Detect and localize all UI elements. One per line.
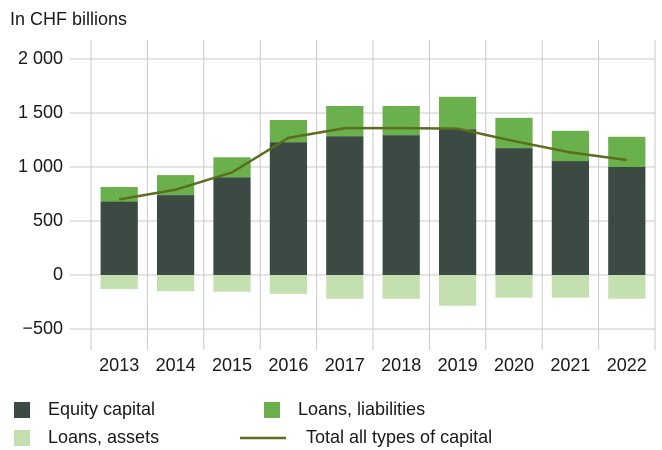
bar-segment	[551, 161, 590, 275]
bar-segment	[213, 157, 251, 178]
legend-swatch	[264, 402, 280, 418]
bar-segment	[551, 130, 590, 162]
bar-segment	[608, 275, 646, 299]
y-tick-label: 1 000	[18, 156, 63, 176]
bar-segment	[382, 135, 420, 275]
bar-segment	[156, 275, 195, 292]
legend-swatch	[14, 430, 30, 446]
line-series	[118, 126, 627, 201]
bar-segment	[213, 275, 251, 292]
x-tick-label: 2013	[99, 355, 139, 375]
legend-label: Total all types of capital	[306, 427, 492, 447]
y-tick-label: 2 000	[18, 48, 63, 68]
bar-segment	[438, 129, 477, 275]
bar-segment	[213, 177, 251, 275]
legend-label: Loans, liabilities	[298, 399, 425, 419]
bar-segment	[326, 105, 364, 137]
bar-segment	[269, 142, 308, 275]
x-tick-label: 2021	[550, 355, 590, 375]
x-tick-label: 2015	[212, 355, 252, 375]
y-tick-label: −500	[22, 318, 63, 338]
legend-swatch	[14, 402, 30, 418]
bar-segment	[269, 275, 308, 294]
bar-segment	[495, 148, 533, 275]
bar-segment	[382, 275, 420, 299]
x-tick-label: 2016	[268, 355, 308, 375]
x-tick-label: 2020	[494, 355, 534, 375]
y-tick-label: 500	[33, 210, 63, 230]
bar-segment	[608, 136, 646, 167]
x-tick-label: 2019	[438, 355, 478, 375]
bar-segment	[438, 96, 477, 130]
x-tick-label: 2018	[381, 355, 421, 375]
y-tick-label: 1 500	[18, 102, 63, 122]
bar-segment	[608, 167, 646, 275]
legend-label: Loans, assets	[48, 427, 159, 447]
bar-segment	[438, 275, 477, 306]
bar-segment	[551, 275, 590, 298]
x-tick-label: 2022	[607, 355, 647, 375]
x-tick-label: 2014	[156, 355, 196, 375]
bar-segment	[382, 105, 420, 136]
bar-segment	[100, 275, 138, 290]
x-tick-label: 2017	[325, 355, 365, 375]
y-tick-label: 0	[53, 264, 63, 284]
bar-segment	[495, 275, 533, 298]
bar-segment	[100, 201, 138, 275]
bar-segment	[156, 195, 195, 275]
bar-segment	[326, 275, 364, 299]
y-axis-label: In CHF billions	[10, 9, 127, 29]
bar-segment	[326, 136, 364, 275]
legend-label: Equity capital	[48, 399, 155, 419]
